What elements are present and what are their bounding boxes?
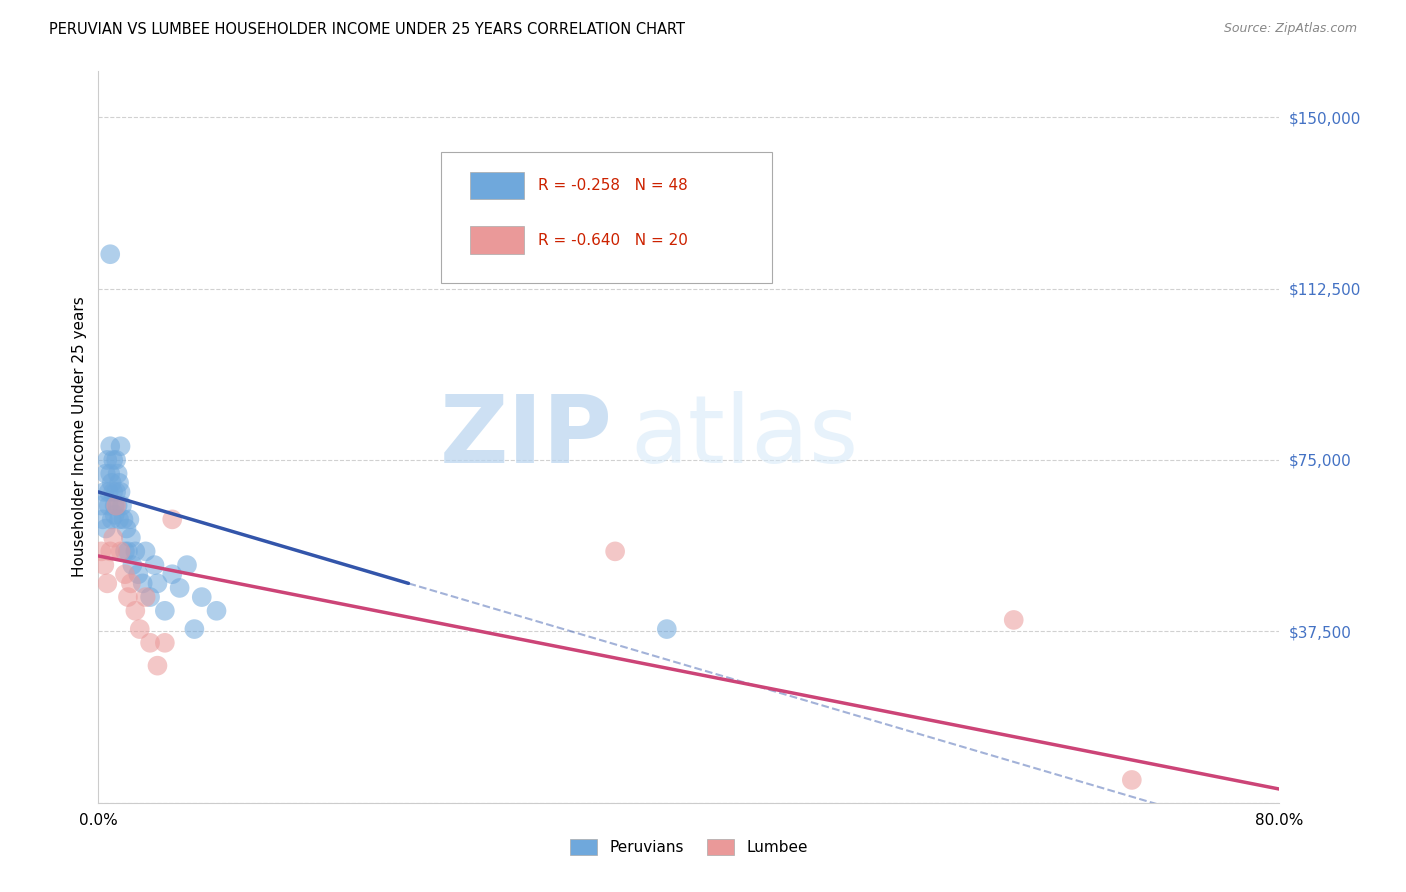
Point bbox=[118, 512, 141, 526]
Point bbox=[153, 636, 176, 650]
Point bbox=[94, 467, 117, 481]
Point bbox=[110, 439, 132, 453]
Point bbox=[100, 475, 122, 490]
Point bbox=[93, 484, 115, 499]
Text: R = -0.640   N = 20: R = -0.640 N = 20 bbox=[537, 233, 688, 248]
Point bbox=[162, 567, 183, 582]
Point bbox=[135, 590, 157, 604]
Point bbox=[98, 439, 121, 453]
Point bbox=[1121, 772, 1143, 787]
Point bbox=[110, 544, 132, 558]
Point bbox=[605, 544, 627, 558]
Point bbox=[146, 658, 169, 673]
Point bbox=[114, 544, 136, 558]
Point bbox=[110, 484, 132, 499]
Point bbox=[112, 512, 135, 526]
Point bbox=[191, 590, 214, 604]
Point bbox=[139, 590, 162, 604]
Point bbox=[205, 604, 228, 618]
Point bbox=[97, 484, 120, 499]
Y-axis label: Householder Income Under 25 years: Householder Income Under 25 years bbox=[72, 297, 87, 577]
Point bbox=[111, 499, 134, 513]
Text: PERUVIAN VS LUMBEE HOUSEHOLDER INCOME UNDER 25 YEARS CORRELATION CHART: PERUVIAN VS LUMBEE HOUSEHOLDER INCOME UN… bbox=[49, 22, 685, 37]
Point bbox=[117, 590, 139, 604]
Point bbox=[117, 544, 139, 558]
Text: R = -0.258   N = 48: R = -0.258 N = 48 bbox=[537, 178, 688, 193]
Point bbox=[1002, 613, 1025, 627]
Point bbox=[120, 576, 142, 591]
Point bbox=[104, 499, 127, 513]
Point bbox=[114, 567, 136, 582]
Point bbox=[103, 453, 125, 467]
Point bbox=[105, 499, 128, 513]
Point bbox=[132, 576, 155, 591]
Point bbox=[127, 567, 149, 582]
Legend: Peruvians, Lumbee: Peruvians, Lumbee bbox=[564, 833, 814, 861]
Point bbox=[108, 475, 131, 490]
Point bbox=[94, 521, 117, 535]
FancyBboxPatch shape bbox=[471, 227, 523, 254]
Point bbox=[146, 576, 169, 591]
Point bbox=[96, 453, 118, 467]
Point bbox=[93, 558, 115, 573]
Point bbox=[169, 581, 191, 595]
Point bbox=[97, 499, 120, 513]
Point bbox=[103, 531, 125, 545]
Point bbox=[108, 512, 131, 526]
FancyBboxPatch shape bbox=[471, 171, 523, 200]
Point bbox=[91, 512, 114, 526]
Point bbox=[107, 467, 129, 481]
Point bbox=[98, 467, 121, 481]
Point bbox=[135, 544, 157, 558]
Point bbox=[124, 544, 146, 558]
FancyBboxPatch shape bbox=[441, 152, 772, 284]
Point bbox=[128, 622, 150, 636]
Point bbox=[104, 508, 127, 522]
Point bbox=[90, 499, 112, 513]
Point bbox=[176, 558, 198, 573]
Point bbox=[143, 558, 166, 573]
Point bbox=[121, 558, 143, 573]
Point bbox=[103, 484, 125, 499]
Point bbox=[124, 604, 146, 618]
Text: Source: ZipAtlas.com: Source: ZipAtlas.com bbox=[1223, 22, 1357, 36]
Point bbox=[100, 512, 122, 526]
Point bbox=[96, 576, 118, 591]
Point bbox=[90, 544, 112, 558]
Point bbox=[107, 499, 129, 513]
Point bbox=[98, 544, 121, 558]
Point bbox=[139, 636, 162, 650]
Point bbox=[105, 484, 128, 499]
Text: ZIP: ZIP bbox=[439, 391, 612, 483]
Point bbox=[98, 247, 121, 261]
Point bbox=[162, 512, 183, 526]
Point bbox=[120, 531, 142, 545]
Text: atlas: atlas bbox=[630, 391, 858, 483]
Point bbox=[183, 622, 205, 636]
Point bbox=[105, 453, 128, 467]
Point bbox=[115, 521, 138, 535]
Point bbox=[655, 622, 678, 636]
Point bbox=[153, 604, 176, 618]
